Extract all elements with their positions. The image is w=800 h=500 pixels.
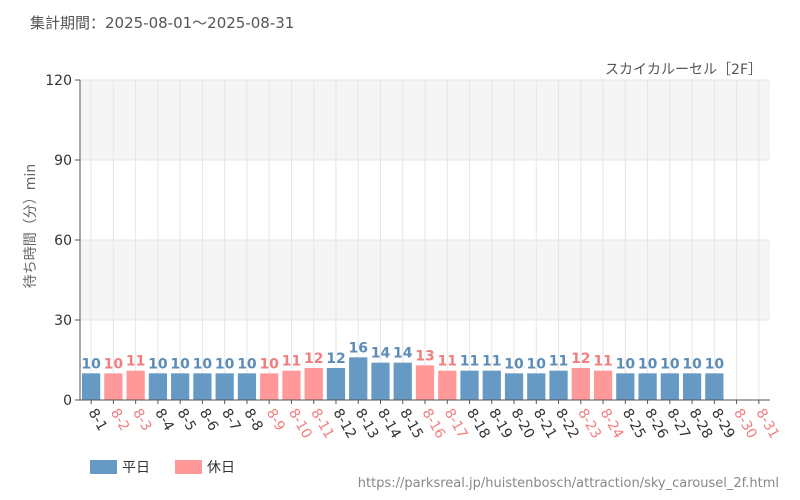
value-label-8-16: 13	[415, 348, 434, 364]
axes	[75, 79, 770, 404]
value-label-8-25: 10	[616, 356, 636, 372]
x-tick-label-8-8: 8-8	[240, 406, 265, 434]
bar-8-7	[215, 373, 234, 400]
value-label-8-13: 16	[348, 340, 367, 356]
value-label-8-1: 10	[81, 356, 101, 372]
x-tick-label-8-1: 8-1	[85, 406, 110, 434]
bar-8-16	[415, 365, 435, 400]
bar-8-8	[237, 373, 257, 400]
value-label-8-26: 10	[638, 356, 658, 372]
bar-8-23	[571, 368, 590, 400]
y-tick-label-90: 90	[54, 153, 72, 169]
bar-8-29	[705, 373, 724, 400]
bar-8-10	[282, 370, 301, 400]
bar-8-4	[148, 373, 168, 400]
y-axis-label: 待ち時間（分）min	[23, 164, 39, 288]
bar-8-28	[682, 373, 702, 400]
x-tick-label-8-7: 8-7	[218, 406, 243, 434]
bar-8-21	[527, 373, 546, 400]
bar-8-25	[616, 373, 635, 400]
value-label-8-24: 11	[593, 354, 612, 370]
bar-8-3	[126, 370, 145, 400]
value-label-8-17: 11	[438, 354, 457, 370]
legend-swatch-holiday	[175, 460, 202, 474]
x-tick-label-8-5: 8-5	[174, 406, 199, 434]
value-label-8-15: 14	[393, 346, 413, 362]
legend-label-holiday: 休日	[207, 460, 235, 476]
x-tick-label-8-4: 8-4	[151, 406, 176, 434]
x-tick-label-8-2: 8-2	[107, 406, 132, 434]
bar-8-24	[593, 370, 613, 400]
value-label-8-6: 10	[193, 356, 213, 372]
legend: 平日 休日	[90, 460, 235, 476]
value-label-8-11: 12	[304, 351, 323, 367]
bars	[82, 357, 724, 400]
value-label-8-12: 12	[326, 351, 345, 367]
value-label-8-2: 10	[104, 356, 124, 372]
chart-title: スカイカルーセル［2F］	[605, 62, 762, 78]
bar-8-14	[371, 362, 390, 400]
bar-8-17	[438, 370, 457, 400]
x-tick-labels: 8-18-28-38-48-58-68-78-88-98-108-118-128…	[85, 406, 782, 442]
bar-8-13	[349, 357, 368, 400]
value-label-8-23: 12	[571, 351, 590, 367]
bar-8-22	[549, 370, 568, 400]
value-label-8-22: 11	[549, 354, 568, 370]
value-label-8-20: 10	[504, 356, 524, 372]
value-label-8-10: 11	[282, 354, 301, 370]
value-label-8-18: 11	[460, 354, 479, 370]
value-label-8-28: 10	[682, 356, 702, 372]
x-tick-label-8-9: 8-9	[263, 406, 288, 434]
legend-label-weekday: 平日	[122, 460, 150, 476]
value-label-8-7: 10	[215, 356, 235, 372]
x-tick-label-8-31: 8-31	[752, 406, 782, 442]
y-tick-label-120: 120	[45, 73, 72, 89]
bar-8-12	[326, 368, 346, 400]
period-label: 集計期間：2025-08-01～2025-08-31	[30, 14, 295, 32]
bar-8-11	[304, 368, 323, 400]
value-label-8-4: 10	[148, 356, 168, 372]
bar-8-2	[104, 373, 123, 400]
legend-swatch-weekday	[90, 460, 117, 474]
y-tick-label-30: 30	[54, 313, 72, 329]
bar-8-26	[638, 373, 657, 400]
value-label-8-8: 10	[237, 356, 257, 372]
bar-8-27	[660, 373, 679, 400]
value-label-8-3: 11	[126, 354, 145, 370]
value-label-8-19: 11	[482, 354, 501, 370]
x-tick-label-8-6: 8-6	[196, 406, 221, 434]
y-tick-labels: 0 30 60 90 120	[45, 73, 72, 409]
value-label-8-29: 10	[705, 356, 725, 372]
bar-8-20	[504, 373, 524, 400]
bar-8-6	[193, 373, 212, 400]
bar-8-5	[171, 373, 190, 400]
bar-8-1	[82, 373, 101, 400]
y-tick-label-0: 0	[63, 393, 72, 409]
grid-lines	[80, 79, 770, 401]
bar-8-9	[260, 373, 279, 400]
y-tick-label-60: 60	[54, 233, 72, 249]
value-label-8-5: 10	[170, 356, 190, 372]
source-url[interactable]: https://parksreal.jp/huistenbosch/attrac…	[358, 476, 779, 491]
value-label-8-14: 14	[371, 346, 391, 362]
x-tick-label-8-3: 8-3	[129, 406, 154, 434]
value-label-8-21: 10	[527, 356, 547, 372]
value-label-8-27: 10	[660, 356, 680, 372]
bar-8-18	[460, 370, 479, 400]
value-label-8-9: 10	[259, 356, 279, 372]
bar-8-19	[482, 370, 501, 400]
bar-8-15	[393, 362, 412, 400]
